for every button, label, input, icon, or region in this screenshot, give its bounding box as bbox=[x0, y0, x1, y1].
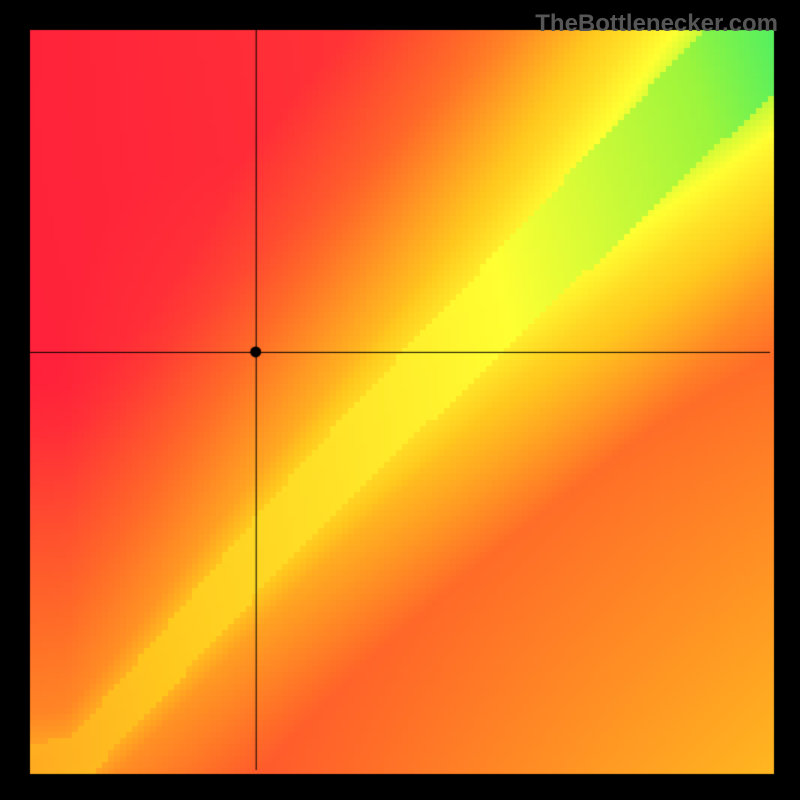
bottleneck-heatmap bbox=[0, 0, 800, 800]
chart-container: TheBottlenecker.com bbox=[0, 0, 800, 800]
